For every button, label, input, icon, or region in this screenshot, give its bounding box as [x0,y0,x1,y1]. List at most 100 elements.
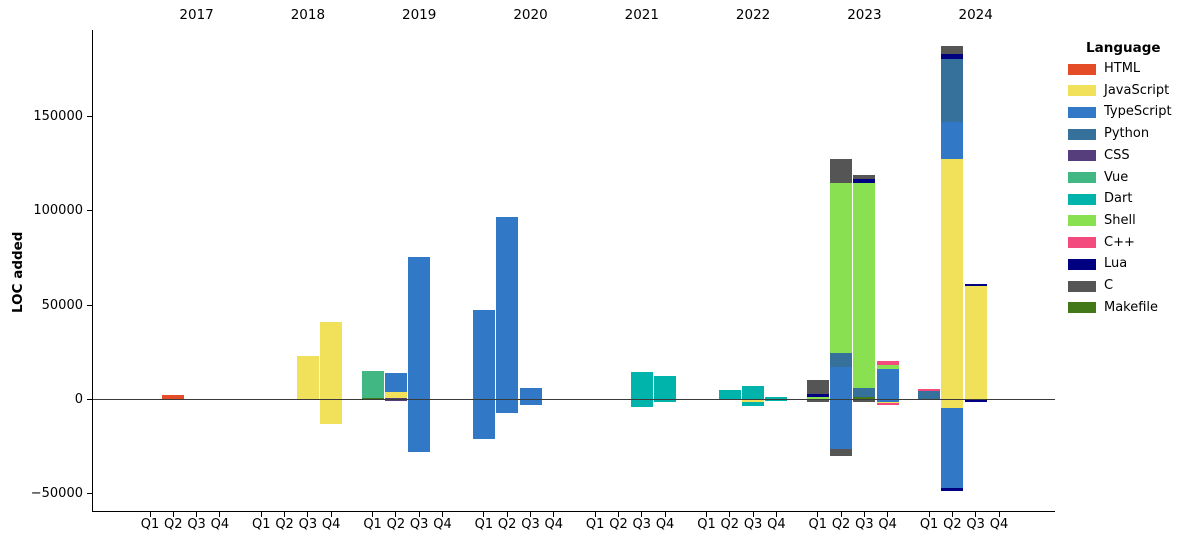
x-tick-label-2023-Q2: Q2 [831,517,851,532]
x-tick-mark [817,512,819,517]
x-tick-label-2017-Q1: Q1 [140,517,160,532]
x-tick-label-2020-Q2: Q2 [497,517,517,532]
x-tick-label-2021-Q3: Q3 [632,517,652,532]
x-tick-mark [307,512,309,517]
x-tick-label-2021-Q4: Q4 [655,517,675,532]
bar-segment-2018-Q4-JavaScript [320,322,343,424]
bar-segment-2023-Q4-JavaScript [876,401,899,404]
x-tick-label-2024-Q2: Q2 [943,517,962,532]
legend-swatch-JavaScript [1068,85,1096,97]
legend-label-Python: Python [1104,126,1150,142]
year-label-2024: 2024 [958,7,993,23]
x-tick-mark [506,512,508,517]
legend-swatch-HTML [1068,63,1096,75]
bar-segment-2023-Q3-C [853,174,876,180]
bar-segment-2023-Q2-C [830,449,853,456]
bar-segment-2023-Q2-TypeScript [830,366,853,450]
x-axis-spine [92,511,1055,512]
legend-swatch-CSS [1068,150,1096,162]
bar-segment-2021-Q3-Dart [630,371,653,407]
x-tick-mark [928,512,930,517]
x-tick-mark [483,512,485,517]
x-tick-mark [664,512,666,517]
x-tick-label-2023-Q1: Q1 [808,517,828,532]
x-tick-label-2017-Q2: Q2 [164,517,183,532]
year-label-2020: 2020 [513,7,548,23]
x-tick-mark [260,512,262,517]
legend-swatch-Vue [1068,172,1096,183]
x-tick-label-2018-Q3: Q3 [298,517,318,532]
y-axis-spine [92,30,93,511]
bar-segment-2022-Q4-Dart [765,396,788,401]
x-tick-mark [530,512,531,517]
bar-segment-2022-Q3-Dart [742,385,765,400]
x-tick-label-2022-Q4: Q4 [767,517,786,532]
y-tick-mark [87,399,92,400]
x-tick-label-2021-Q1: Q1 [585,517,605,532]
bar-segment-2020-Q1-TypeScript [472,310,495,440]
x-tick-label-2018-Q1: Q1 [252,517,271,532]
legend-label-Dart: Dart [1104,191,1133,207]
year-label-2019: 2019 [402,7,437,23]
bar-segment-2017-Q2-HTML [162,394,185,400]
x-tick-mark [840,512,842,517]
x-tick-label-2017-Q4: Q4 [210,517,230,532]
x-tick-mark [729,512,731,517]
x-tick-mark [998,512,1000,517]
x-tick-label-2020-Q4: Q4 [544,517,564,532]
x-tick-mark [618,512,619,517]
year-label-2023: 2023 [847,7,882,23]
bar-segment-2020-Q2-TypeScript [496,216,519,414]
legend-label-C++: C++ [1104,234,1135,250]
year-label-2022: 2022 [735,7,771,23]
legend-label-TypeScript: TypeScript [1104,104,1172,120]
x-tick-label-2024-Q4: Q4 [989,517,1009,532]
x-tick-label-2020-Q1: Q1 [474,517,494,532]
bar-segment-2024-Q3-JavaScript [964,285,987,400]
bar-segment-2023-Q3-Shell [853,183,876,388]
bar-segment-2024-Q2-Lua [941,54,964,60]
legend-label-Lua: Lua [1104,256,1128,272]
bar-segment-2022-Q3-JavaScript [742,399,765,402]
bar-segment-2023-Q2-Shell [830,183,853,354]
bar-segment-2024-Q1-C++ [918,388,941,392]
x-tick-mark [706,512,707,517]
x-tick-mark [172,512,174,517]
x-tick-mark [284,512,286,517]
legend-label-Vue: Vue [1104,169,1129,185]
x-tick-label-2019-Q4: Q4 [433,517,452,532]
year-label-2018: 2018 [290,7,326,23]
y-tick-label: 100000 [33,203,83,219]
x-tick-mark [553,512,555,517]
legend-swatch-C++ [1068,237,1096,249]
x-tick-mark [752,512,754,517]
x-tick-label-2024-Q3: Q3 [966,517,985,532]
bar-segment-2023-Q4-TypeScript [876,369,899,402]
bar-segment-2024-Q3-Lua [964,399,987,402]
bar-segment-2024-Q2-C [941,45,964,55]
x-tick-mark [330,512,332,517]
x-tick-label-2022-Q1: Q1 [697,517,716,532]
bar-segment-2023-Q3-Makefile [853,397,876,400]
bar-segment-2022-Q3-Dart [742,401,765,406]
x-tick-mark [395,512,397,517]
y-tick-mark [87,304,92,306]
y-tick-label: −50000 [30,486,83,502]
x-tick-label-2018-Q4: Q4 [321,517,341,532]
bar-segment-2023-Q4-Shell [876,365,899,370]
x-tick-label-2019-Q1: Q1 [363,517,382,532]
y-tick-label: 150000 [33,109,83,125]
legend-swatch-Dart [1068,193,1096,205]
x-tick-mark [975,512,977,517]
y-tick-mark [87,210,92,212]
bar-segment-2023-Q4-C++ [876,403,899,406]
bar-segment-2020-Q3-TypeScript [519,387,542,405]
x-tick-mark [219,512,221,517]
bar-segment-2023-Q3-C [853,399,876,403]
legend-label-CSS: CSS [1104,147,1130,163]
year-label-2017: 2017 [179,7,214,23]
bar-segment-2023-Q3-Python [853,387,876,398]
year-label-2021: 2021 [624,7,659,23]
x-tick-label-2019-Q2: Q2 [386,517,406,532]
